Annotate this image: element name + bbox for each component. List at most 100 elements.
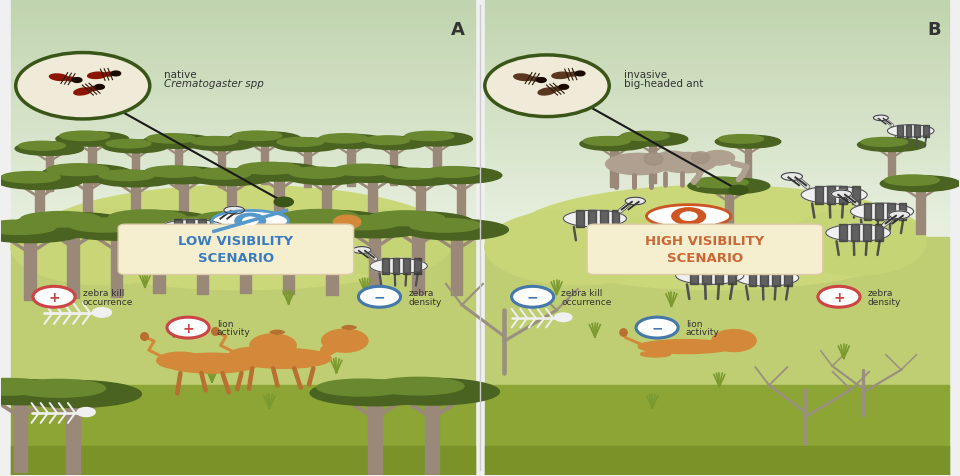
Polygon shape: [646, 205, 731, 228]
Bar: [485, 53, 949, 60]
Bar: [11, 106, 475, 112]
Ellipse shape: [352, 247, 372, 254]
Bar: [485, 8, 949, 14]
Bar: [227, 182, 235, 230]
Ellipse shape: [107, 140, 151, 149]
Bar: [485, 145, 949, 151]
Ellipse shape: [187, 138, 255, 151]
Bar: [11, 99, 475, 106]
Ellipse shape: [781, 173, 803, 181]
Ellipse shape: [365, 378, 499, 405]
Bar: [11, 1, 475, 8]
Bar: [457, 180, 466, 227]
Ellipse shape: [228, 348, 276, 365]
Bar: [485, 190, 949, 197]
Ellipse shape: [11, 209, 197, 285]
Bar: [11, 151, 475, 158]
Bar: [485, 216, 949, 223]
Ellipse shape: [66, 78, 76, 82]
Bar: [11, 79, 475, 86]
Ellipse shape: [530, 78, 540, 82]
Ellipse shape: [108, 210, 186, 225]
Ellipse shape: [140, 167, 227, 184]
FancyBboxPatch shape: [588, 225, 823, 275]
Ellipse shape: [420, 168, 502, 184]
Bar: [11, 177, 475, 184]
Circle shape: [559, 85, 568, 90]
Ellipse shape: [702, 151, 734, 166]
Bar: [11, 203, 475, 209]
Bar: [576, 211, 584, 228]
Bar: [11, 248, 475, 255]
Ellipse shape: [606, 154, 670, 175]
Ellipse shape: [277, 138, 324, 147]
Ellipse shape: [580, 138, 648, 151]
Bar: [485, 67, 949, 73]
Bar: [485, 164, 949, 170]
Bar: [11, 112, 475, 119]
Bar: [485, 112, 949, 119]
Ellipse shape: [742, 253, 764, 261]
Ellipse shape: [831, 191, 852, 198]
Bar: [11, 119, 475, 125]
Ellipse shape: [401, 133, 472, 147]
Bar: [916, 188, 924, 234]
Ellipse shape: [617, 133, 687, 147]
Ellipse shape: [691, 152, 709, 164]
Circle shape: [681, 213, 697, 221]
Ellipse shape: [164, 354, 259, 373]
Ellipse shape: [424, 167, 480, 178]
Bar: [485, 158, 949, 164]
Ellipse shape: [233, 164, 324, 182]
Ellipse shape: [56, 132, 129, 147]
Bar: [433, 143, 441, 184]
Bar: [784, 270, 792, 287]
Bar: [611, 148, 617, 187]
Bar: [175, 146, 182, 186]
Bar: [283, 232, 295, 295]
Bar: [198, 220, 205, 237]
Bar: [240, 229, 252, 293]
Bar: [815, 187, 823, 204]
Bar: [132, 184, 140, 230]
Bar: [485, 236, 949, 242]
Circle shape: [636, 317, 678, 338]
Ellipse shape: [514, 75, 533, 81]
Ellipse shape: [0, 173, 83, 190]
Ellipse shape: [145, 167, 204, 178]
Bar: [485, 138, 949, 145]
Ellipse shape: [156, 352, 204, 369]
Bar: [11, 73, 475, 79]
Bar: [828, 187, 835, 204]
Ellipse shape: [569, 73, 578, 77]
Ellipse shape: [310, 380, 440, 406]
Ellipse shape: [676, 267, 744, 285]
Ellipse shape: [367, 211, 444, 226]
Ellipse shape: [508, 186, 925, 290]
Ellipse shape: [0, 379, 51, 395]
Bar: [154, 228, 165, 294]
Bar: [403, 259, 410, 274]
Ellipse shape: [688, 178, 770, 195]
Circle shape: [537, 79, 546, 83]
Bar: [197, 234, 208, 294]
Bar: [485, 125, 949, 131]
Bar: [485, 209, 949, 216]
Text: occurrence: occurrence: [562, 297, 612, 306]
Bar: [749, 270, 756, 287]
Bar: [485, 106, 949, 112]
Circle shape: [322, 329, 368, 352]
Ellipse shape: [313, 209, 452, 276]
Bar: [485, 21, 949, 28]
Ellipse shape: [326, 216, 400, 230]
Ellipse shape: [317, 379, 405, 396]
Bar: [275, 178, 284, 229]
Bar: [600, 211, 608, 228]
Text: lion: lion: [217, 319, 233, 328]
Ellipse shape: [196, 212, 272, 226]
Bar: [924, 125, 928, 138]
Bar: [369, 233, 380, 295]
Bar: [915, 125, 920, 138]
Text: A: A: [451, 21, 465, 39]
Ellipse shape: [620, 132, 669, 141]
